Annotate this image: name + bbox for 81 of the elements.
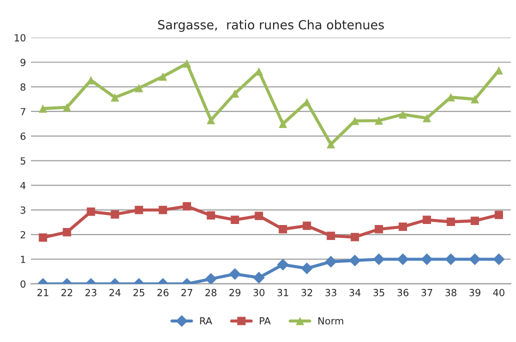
point <box>230 216 240 224</box>
point <box>470 216 480 225</box>
point <box>374 225 384 234</box>
point <box>444 253 457 266</box>
point <box>62 228 72 236</box>
y-tick-label: 7 <box>20 108 26 116</box>
y-tick-label: 2 <box>20 231 26 238</box>
point <box>253 272 265 284</box>
point <box>422 114 432 122</box>
point <box>398 110 408 119</box>
x-tick-label: 26 <box>157 288 168 296</box>
x-tick-label: 25 <box>133 288 144 296</box>
x-tick-label: 24 <box>109 288 121 296</box>
x-tick-label: 38 <box>445 288 456 296</box>
point <box>254 212 264 220</box>
point <box>324 256 337 268</box>
y-tick-label: 4 <box>20 182 26 190</box>
x-tick-label: 30 <box>253 288 264 296</box>
point <box>38 104 48 113</box>
point <box>182 59 192 68</box>
x-tick-label: 37 <box>421 288 432 296</box>
point <box>206 211 216 220</box>
x-tick-label: 29 <box>229 288 240 296</box>
point <box>374 116 384 125</box>
x-tick-label: 21 <box>37 288 48 296</box>
point <box>182 202 192 210</box>
point <box>86 208 96 216</box>
point <box>277 258 289 271</box>
legend-label: Norm <box>318 317 344 325</box>
point <box>110 210 120 219</box>
legend-label: PA <box>260 317 271 324</box>
point <box>396 253 409 266</box>
point <box>350 232 360 242</box>
point <box>420 253 433 266</box>
point <box>372 253 385 266</box>
point <box>398 222 408 231</box>
x-tick-label: 36 <box>397 288 408 296</box>
y-tick-label: 1 <box>20 256 26 263</box>
point <box>301 262 313 274</box>
point <box>158 206 168 214</box>
x-tick-label: 33 <box>325 288 336 296</box>
point <box>494 210 504 220</box>
point <box>134 84 144 92</box>
y-tick-label: 9 <box>20 58 26 66</box>
point <box>446 218 456 226</box>
point <box>470 95 480 104</box>
point <box>110 93 120 102</box>
y-tick-label: 3 <box>20 206 26 214</box>
chart-title: Sargasse, ratio runes Cha obtenues <box>158 20 384 32</box>
point <box>278 120 288 128</box>
x-tick-label: 28 <box>205 288 216 296</box>
point <box>492 253 505 266</box>
point <box>326 232 336 240</box>
y-tick-label: 8 <box>20 83 26 91</box>
x-tick-label: 34 <box>349 288 361 296</box>
x-tick-label: 22 <box>61 288 72 296</box>
point <box>468 253 481 266</box>
point <box>158 72 168 81</box>
y-tick-label: 10 <box>14 34 26 42</box>
y-tick-label: 5 <box>20 157 26 165</box>
x-tick-label: 40 <box>493 288 504 296</box>
point <box>134 206 144 214</box>
point <box>38 233 48 242</box>
point <box>62 103 72 112</box>
x-tick-label: 39 <box>469 288 480 296</box>
point <box>422 216 432 224</box>
x-tick-label: 35 <box>373 288 384 296</box>
point <box>348 254 361 266</box>
point <box>229 268 241 280</box>
point <box>326 140 336 148</box>
x-tick-label: 23 <box>85 288 96 296</box>
point <box>206 116 216 124</box>
x-tick-label: 32 <box>301 288 312 296</box>
point <box>278 225 288 234</box>
x-tick-label: 31 <box>277 288 288 296</box>
x-tick-label: 27 <box>181 288 192 296</box>
point <box>302 222 312 230</box>
y-tick-label: 0 <box>20 280 26 288</box>
y-tick-label: 6 <box>20 132 26 140</box>
legend-label: RA <box>200 317 212 324</box>
point <box>205 273 217 284</box>
